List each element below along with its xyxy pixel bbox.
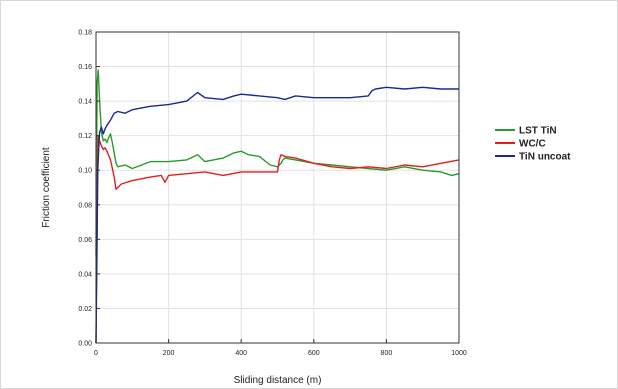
x-tick-label: 0 xyxy=(94,350,98,357)
x-tick-label: 400 xyxy=(235,350,247,357)
x-axis-title: Sliding distance (m) xyxy=(234,375,322,386)
series-line-tin-uncoat xyxy=(95,86,459,344)
y-tick-label: 0.12 xyxy=(78,133,92,140)
legend-label-lst-tin: LST TiN xyxy=(519,126,557,137)
series-line-lst-tin xyxy=(95,69,460,257)
x-tick-label: 600 xyxy=(308,350,320,357)
legend: LST TiN WC/C TiN uncoat xyxy=(495,126,571,163)
x-tick-label: 1000 xyxy=(451,350,467,357)
legend-label-tin-uncoat: TiN uncoat xyxy=(519,152,571,163)
y-axis-title: Friction coefficient xyxy=(41,147,52,228)
y-tick-label: 0.02 xyxy=(78,306,92,313)
series-lines xyxy=(95,69,460,344)
y-tick-label: 0.10 xyxy=(78,168,92,175)
y-tick-label: 0.14 xyxy=(78,99,92,106)
y-tick-label: 0.04 xyxy=(78,271,92,278)
y-tick-label: 0.16 xyxy=(78,64,92,71)
grid xyxy=(95,31,460,344)
y-tick-label: 0.08 xyxy=(78,202,92,209)
axis-ticks: 0.00 0.02 0.04 0.06 0.08 0.10 0.12 0.14 0.16 0.18… xyxy=(78,30,467,358)
legend-label-wc-c: WC/C xyxy=(519,139,546,150)
x-tick-label: 200 xyxy=(163,350,175,357)
plot-area-border xyxy=(95,31,460,344)
x-tick-label: 800 xyxy=(381,350,393,357)
series-line-wc-c xyxy=(95,134,460,344)
y-tick-label: 0.00 xyxy=(78,341,92,348)
y-tick-label: 0.06 xyxy=(78,237,92,244)
y-tick-label: 0.18 xyxy=(78,30,92,37)
